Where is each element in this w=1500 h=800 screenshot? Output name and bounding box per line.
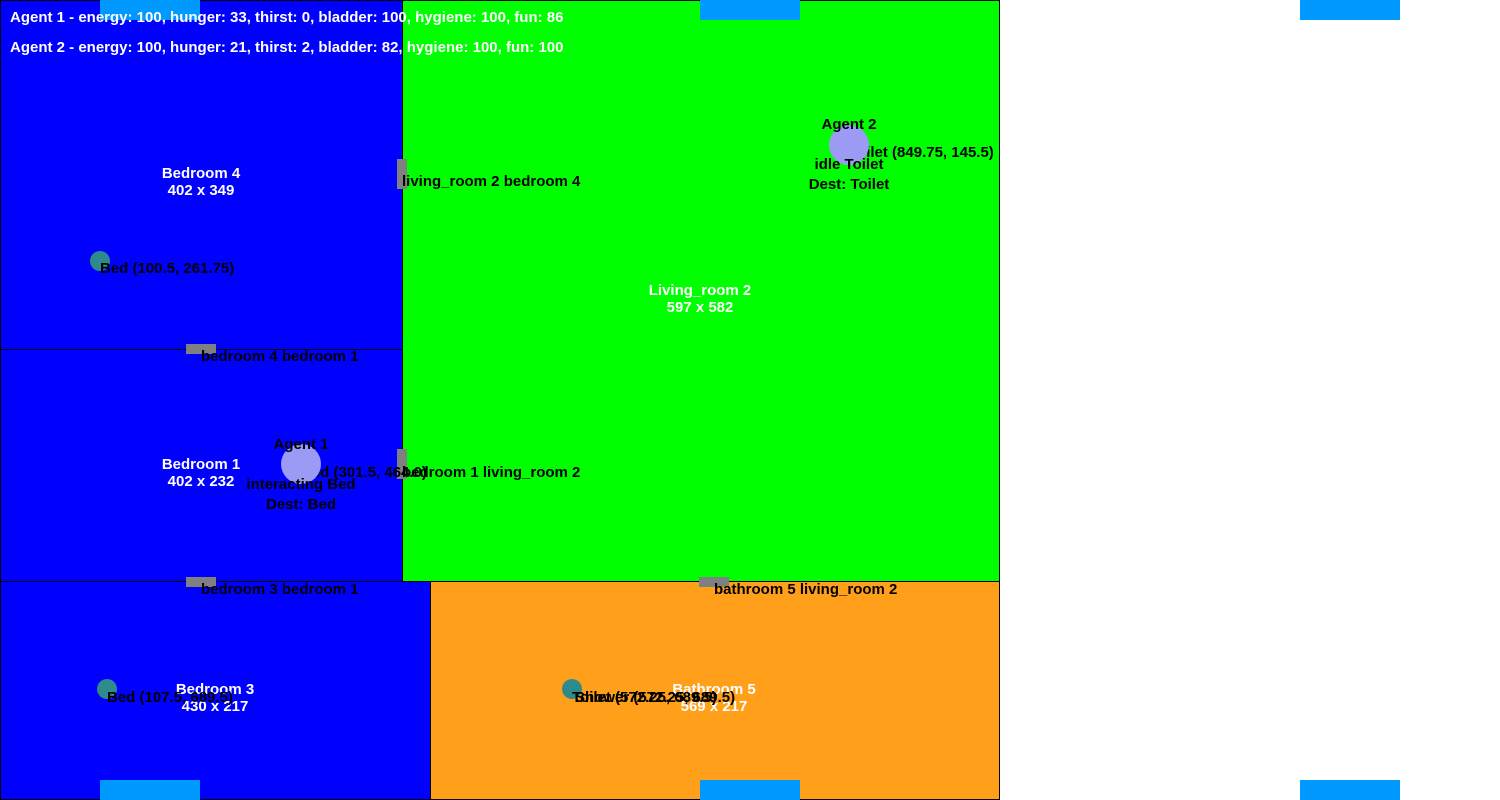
agent-2-name: Agent 2 bbox=[821, 116, 877, 133]
agent-1-dest: Dest: Bed bbox=[265, 496, 337, 513]
door-bedroom-1-living-room-2[interactable] bbox=[397, 449, 407, 479]
marker-top-3 bbox=[1300, 0, 1400, 20]
room-label-living-room-2: Living_room 2 597 x 582 bbox=[649, 282, 752, 316]
room-size: 597 x 582 bbox=[666, 299, 734, 316]
room-bedroom-4 bbox=[0, 0, 403, 350]
room-bathroom-5 bbox=[430, 581, 1000, 800]
agent-2-state: idle Toilet bbox=[814, 156, 884, 173]
agent-1-name: Agent 1 bbox=[273, 436, 329, 453]
marker-bottom-3 bbox=[1300, 780, 1400, 800]
room-name: Bedroom 3 bbox=[175, 681, 255, 698]
agent-2-stats: Agent 2 - energy: 100, hunger: 21, thirs… bbox=[10, 39, 564, 56]
toilet-label: Toilet (849.75, 145.5) bbox=[849, 144, 994, 161]
agent-1-stats: Agent 1 - energy: 100, hunger: 33, thirs… bbox=[10, 9, 564, 26]
room-name: Bedroom 4 bbox=[161, 165, 241, 182]
room-label-bedroom-3: Bedroom 3 430 x 217 bbox=[176, 681, 254, 715]
door-label: bathroom 5 living_room 2 bbox=[714, 581, 898, 598]
door-living-room-2-bedroom-4[interactable] bbox=[397, 159, 407, 189]
toilet-object-bathroom-5[interactable] bbox=[562, 679, 582, 699]
room-label-bedroom-1: Bedroom 1 402 x 232 bbox=[162, 456, 240, 490]
toilet-label: Toilet (572.25, 689.5) bbox=[572, 689, 717, 706]
room-label-bathroom-5: Bathroom 5 569 x 217 bbox=[672, 681, 755, 715]
door-bathroom-5-living-room-2[interactable] bbox=[699, 577, 729, 587]
room-name: Bedroom 1 bbox=[161, 456, 241, 473]
bed-object-bedroom-4[interactable] bbox=[90, 251, 110, 271]
bed-label: Bed (107.5, 689.5) bbox=[107, 689, 233, 706]
agent-1[interactable] bbox=[281, 444, 321, 484]
room-label-bedroom-4: Bedroom 4 402 x 349 bbox=[162, 165, 240, 199]
room-living-room-2 bbox=[402, 0, 1000, 582]
door-label: bedroom 1 living_room 2 bbox=[402, 464, 581, 481]
marker-bottom-2 bbox=[700, 780, 800, 800]
agent-1-state: interacting Bed bbox=[246, 476, 356, 493]
door-label: bedroom 3 bedroom 1 bbox=[201, 581, 359, 598]
door-bedroom-4-bedroom-1[interactable] bbox=[186, 344, 216, 354]
agent-2[interactable] bbox=[829, 125, 869, 165]
door-bedroom-3-bedroom-1[interactable] bbox=[186, 577, 216, 587]
marker-top-1 bbox=[100, 0, 200, 20]
room-bedroom-3 bbox=[0, 581, 431, 800]
bed-object-bedroom-3[interactable] bbox=[97, 679, 117, 699]
room-size: 430 x 217 bbox=[181, 698, 249, 715]
marker-top-2 bbox=[700, 0, 800, 20]
room-name: Bathroom 5 bbox=[672, 681, 756, 698]
room-size: 402 x 349 bbox=[167, 182, 235, 199]
bed-label: Bed (100.5, 261.75) bbox=[100, 260, 235, 277]
room-size: 569 x 217 bbox=[680, 698, 748, 715]
marker-bottom-1 bbox=[100, 780, 200, 800]
room-size: 402 x 232 bbox=[167, 473, 235, 490]
shower-label: Shower (572.25, 689.5) bbox=[575, 689, 736, 706]
room-name: Living_room 2 bbox=[648, 282, 752, 299]
bed-label: Bed (301.5, 464.0) bbox=[301, 464, 427, 481]
door-label: bedroom 4 bedroom 1 bbox=[201, 348, 359, 365]
agent-2-dest: Dest: Toilet bbox=[808, 176, 890, 193]
door-label: living_room 2 bedroom 4 bbox=[402, 173, 581, 190]
